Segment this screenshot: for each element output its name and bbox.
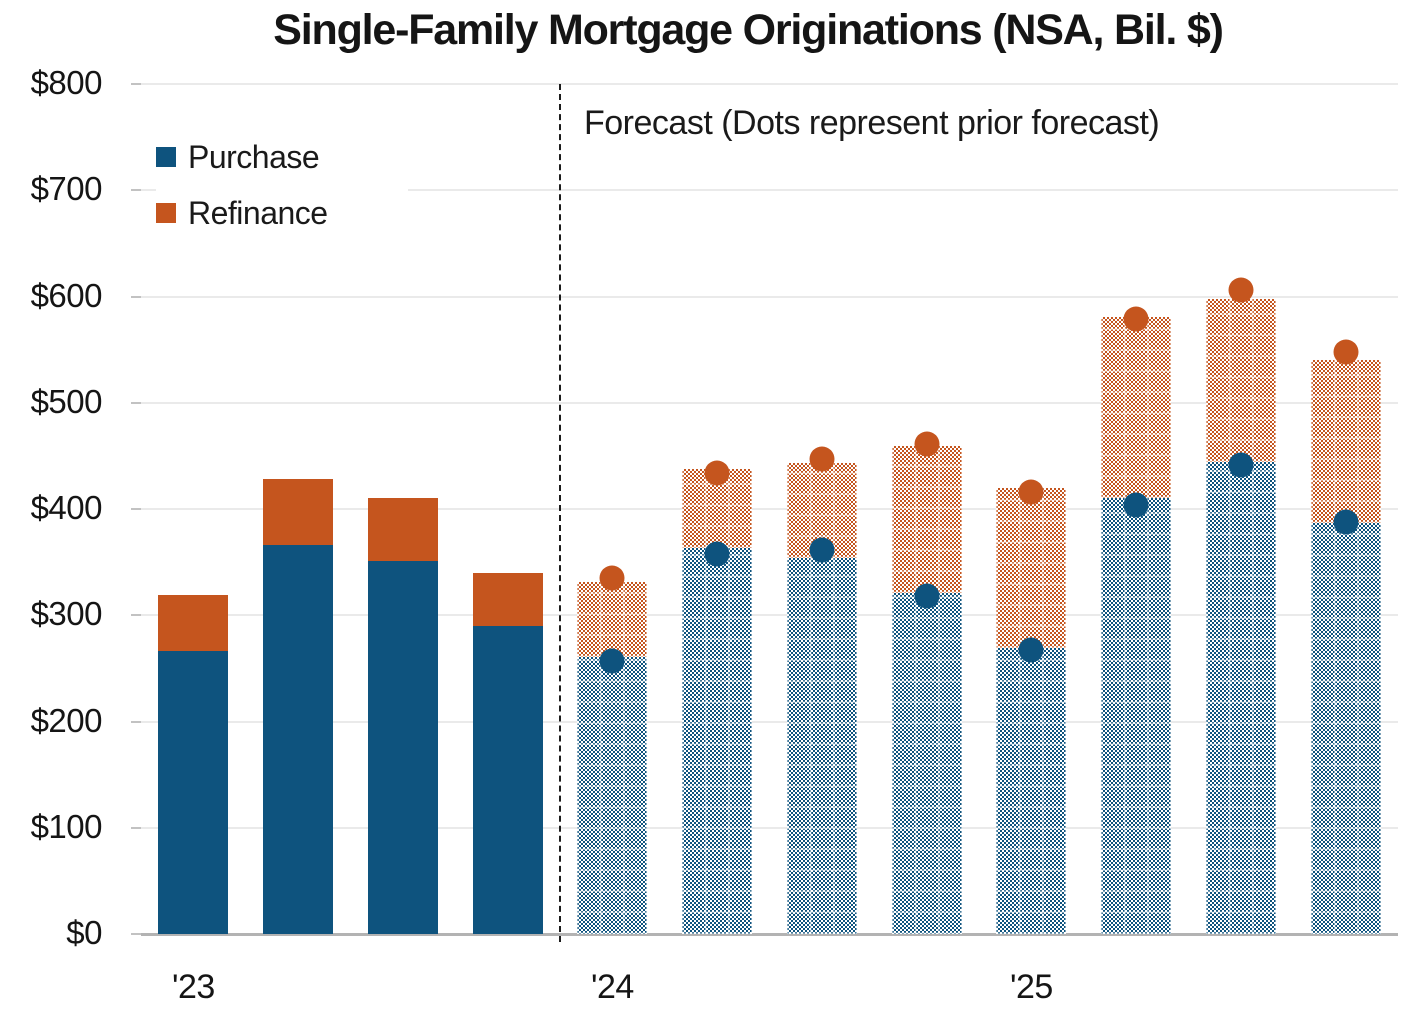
- bar-segment-refinance: [891, 446, 962, 593]
- bar-segment-refinance: [1310, 360, 1381, 523]
- y-tick-label: $500: [30, 382, 103, 420]
- bar-segment-refinance: [367, 498, 438, 562]
- y-tick-label: $300: [30, 595, 103, 633]
- x-tick-label: '25: [1009, 968, 1053, 1006]
- legend: Purchase Refinance: [156, 136, 408, 234]
- y-axis-tick: [131, 508, 141, 510]
- gridline: [141, 614, 1398, 617]
- prior-forecast-purchase-dot: [1333, 509, 1359, 535]
- forecast-annotation: Forecast (Dots represent prior forecast): [584, 104, 1160, 142]
- prior-forecast-purchase-dot: [599, 648, 625, 674]
- prior-forecast-purchase-dot: [704, 541, 730, 567]
- y-tick-label: $0: [66, 914, 102, 951]
- prior-forecast-total-dot: [704, 460, 730, 486]
- prior-forecast-total-dot: [599, 565, 625, 591]
- gridline: [141, 826, 1398, 829]
- prior-forecast-purchase-dot: [1018, 637, 1044, 663]
- bar-segment-refinance: [263, 479, 334, 546]
- bar-segment-purchase: [367, 561, 438, 934]
- gridline: [141, 720, 1398, 723]
- bar-segment-refinance: [472, 572, 543, 626]
- y-axis-tick: [131, 189, 141, 192]
- bar-segment-purchase: [1101, 498, 1172, 934]
- y-tick-label: $600: [30, 276, 103, 314]
- bar-segment-purchase: [1205, 462, 1276, 934]
- y-tick-label: $100: [30, 807, 103, 845]
- bar-segment-purchase: [472, 625, 543, 934]
- x-axis-line: [141, 933, 1398, 936]
- prior-forecast-total-dot: [1228, 277, 1254, 303]
- prior-forecast-purchase-dot: [1228, 452, 1254, 478]
- bar-segment-purchase: [1310, 522, 1381, 934]
- y-tick-label: $400: [30, 489, 103, 526]
- prior-forecast-purchase-dot: [1123, 492, 1149, 518]
- bar-segment-purchase: [891, 592, 962, 934]
- bar-segment-refinance: [1101, 316, 1172, 499]
- gridline: [141, 401, 1398, 404]
- y-axis-tick: [131, 933, 141, 935]
- legend-label-purchase: Purchase: [188, 138, 320, 175]
- prior-forecast-total-dot: [1333, 339, 1359, 365]
- chart-title: Single-Family Mortgage Originations (NSA…: [273, 6, 1224, 54]
- prior-forecast-total-dot: [1018, 479, 1044, 505]
- y-axis-tick: [131, 401, 141, 404]
- y-tick-label: $700: [30, 170, 103, 208]
- prior-forecast-purchase-dot: [809, 537, 835, 563]
- bar-segment-purchase: [577, 656, 648, 934]
- bar-segment-purchase: [158, 651, 229, 934]
- bar-segment-refinance: [577, 582, 648, 657]
- gridline: [141, 189, 1398, 192]
- gridline: [141, 83, 1398, 85]
- gridline: [141, 295, 1398, 298]
- gridline: [141, 508, 1398, 510]
- legend-item-purchase: Purchase: [156, 138, 408, 176]
- y-tick-label: $800: [30, 64, 103, 101]
- forecast-divider-line: [559, 84, 561, 942]
- y-axis-tick: [131, 83, 141, 85]
- bar-segment-refinance: [996, 487, 1067, 649]
- purchase-swatch-icon: [156, 147, 176, 167]
- bar-segment-refinance: [786, 463, 857, 558]
- prior-forecast-purchase-dot: [914, 583, 940, 609]
- y-axis-tick: [131, 720, 141, 723]
- prior-forecast-total-dot: [1123, 306, 1149, 332]
- bar-segment-purchase: [996, 648, 1067, 934]
- prior-forecast-total-dot: [809, 446, 835, 472]
- bar-segment-purchase: [263, 545, 334, 934]
- y-axis-tick: [131, 295, 141, 298]
- bar-segment-refinance: [1205, 298, 1276, 463]
- prior-forecast-total-dot: [914, 431, 940, 457]
- x-tick-label: '24: [590, 968, 634, 1006]
- x-tick-label: '23: [171, 968, 215, 1006]
- bar-segment-purchase: [682, 548, 753, 934]
- legend-item-refinance: Refinance: [156, 194, 408, 232]
- bar-segment-refinance: [158, 595, 229, 652]
- bar-segment-purchase: [786, 557, 857, 934]
- y-axis-tick: [131, 614, 141, 617]
- legend-label-refinance: Refinance: [188, 194, 328, 231]
- y-tick-label: $200: [30, 701, 103, 739]
- refinance-swatch-icon: [156, 203, 176, 223]
- y-axis-tick: [131, 826, 141, 829]
